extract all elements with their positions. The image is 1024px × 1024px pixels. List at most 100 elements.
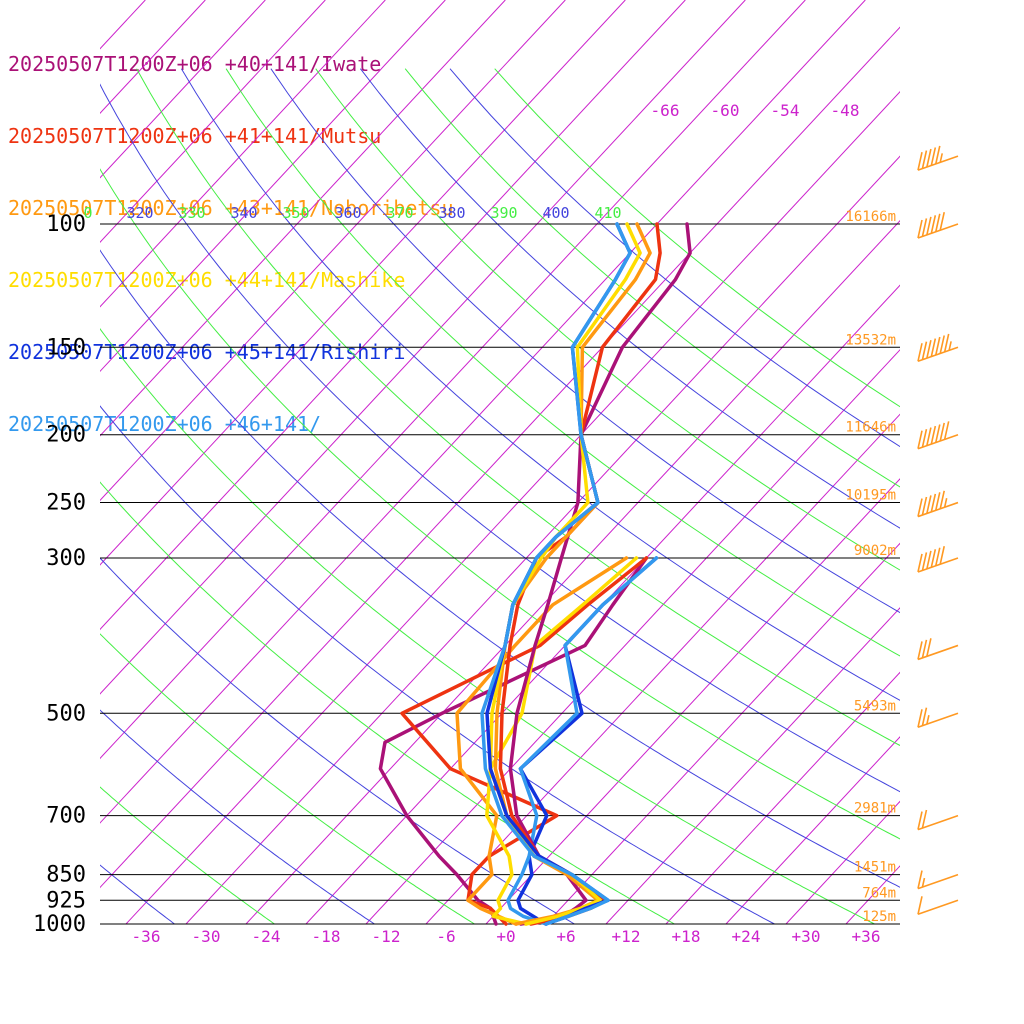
wind-barb-flag xyxy=(934,336,941,356)
wind-barb-flag xyxy=(930,215,937,234)
x-tick-label: +12 xyxy=(612,927,641,946)
theta-label: 400 xyxy=(542,204,569,222)
x-tick-label: +24 xyxy=(732,927,761,946)
isotherm-line xyxy=(0,0,25,924)
pressure-label: 100 xyxy=(46,212,86,237)
pressure-label: 500 xyxy=(46,701,86,726)
wind-barb xyxy=(917,490,959,518)
dry-adiabat-line xyxy=(100,557,575,924)
dry-adiabat-line xyxy=(100,249,900,888)
x-tick-label: -30 xyxy=(192,927,221,946)
dewpoint-line xyxy=(400,556,649,926)
wind-barb-flag xyxy=(917,553,923,573)
wind-barb-flag xyxy=(917,896,923,915)
upper-temp-label: -48 xyxy=(831,101,860,120)
isotherm-line xyxy=(100,0,206,114)
wind-barb xyxy=(917,870,959,890)
isotherm-line xyxy=(100,0,746,695)
wind-barb-flag xyxy=(930,147,937,166)
dry-adiabat-line xyxy=(136,68,900,747)
dry-adiabat-line xyxy=(225,68,900,657)
wind-barb-flag xyxy=(921,809,928,829)
legend-entry-iwate: 20250507T1200Z+06 +40+141/Iwate xyxy=(8,52,382,76)
wind-barb-half-flag xyxy=(921,877,926,888)
wind-barb-flag xyxy=(939,335,946,354)
isotherm-line xyxy=(100,0,146,50)
wind-barb-staff xyxy=(917,644,959,661)
wind-barb-flag xyxy=(917,430,923,449)
wind-barb-staff xyxy=(917,557,959,573)
x-tick-label: -18 xyxy=(312,927,341,946)
dry-adiabat-line xyxy=(360,68,900,529)
wind-barb-flag xyxy=(921,341,928,360)
height-label: 1451m xyxy=(854,860,896,876)
wind-barb-flag xyxy=(921,552,928,571)
dry-adiabat-line xyxy=(315,68,900,571)
isotherm-line xyxy=(785,800,900,924)
pressure-label: 925 xyxy=(46,888,86,913)
dewpoint-line xyxy=(485,556,639,926)
wind-barb-flag xyxy=(939,546,946,565)
wind-barb-flag xyxy=(926,339,932,359)
dry-adiabat-line xyxy=(404,68,900,488)
isotherm-line xyxy=(966,0,1024,924)
height-label: 11646m xyxy=(845,420,896,436)
wind-barb-flag xyxy=(930,338,937,357)
dewpoint-line xyxy=(516,556,659,926)
theta-label: 0 xyxy=(83,204,92,222)
isotherm-line xyxy=(845,865,900,924)
wind-barb-flag xyxy=(926,495,932,514)
temperature-line xyxy=(480,222,632,926)
dry-adiabat-line xyxy=(180,68,900,701)
wind-barb-staff xyxy=(917,814,959,831)
upper-temp-label: -54 xyxy=(771,101,800,120)
isotherm-line xyxy=(100,0,326,244)
dewpoint-line xyxy=(506,556,659,926)
wind-barb xyxy=(917,809,959,831)
x-tick-label: +36 xyxy=(852,927,881,946)
wind-barb xyxy=(917,638,959,661)
wind-barb-flag xyxy=(921,218,928,237)
x-tick-label: +18 xyxy=(672,927,701,946)
x-tick-label: -12 xyxy=(372,927,401,946)
wind-barb-flag xyxy=(934,424,941,443)
dry-adiabat-line xyxy=(100,633,475,924)
wind-barb-flag xyxy=(934,145,941,165)
theta-label: 360 xyxy=(334,204,361,222)
height-label: 16166m xyxy=(845,209,896,225)
theta-label: 380 xyxy=(438,204,465,222)
wind-barb-staff xyxy=(917,873,959,890)
wind-barb xyxy=(917,145,959,171)
wind-barb-flag xyxy=(917,870,923,889)
wind-barb-staff xyxy=(917,433,959,450)
isotherm-line xyxy=(185,155,900,924)
isotherm-line xyxy=(100,0,626,566)
upper-temp-label: -60 xyxy=(711,101,740,120)
pressure-label: 250 xyxy=(46,491,86,516)
isotherm-line xyxy=(100,0,446,373)
dry-adiabat-line xyxy=(100,83,900,793)
wind-barb-flag xyxy=(939,212,946,231)
wind-barb xyxy=(917,707,959,729)
isotherm-line xyxy=(485,478,900,924)
wind-barb-flag xyxy=(939,422,946,442)
x-tick-label: +30 xyxy=(792,927,821,946)
wind-barb xyxy=(917,546,959,573)
wind-barb-flag xyxy=(917,219,923,239)
wind-barb-flag xyxy=(921,150,928,169)
pressure-label: 200 xyxy=(46,423,86,448)
x-tick-label: +0 xyxy=(496,927,515,946)
x-tick-label: -24 xyxy=(252,927,281,946)
wind-barb xyxy=(917,212,959,239)
wind-barb-staff xyxy=(917,346,959,363)
isotherm-line xyxy=(665,671,900,924)
wind-barb-flag xyxy=(921,639,928,659)
temperature-line xyxy=(508,222,692,926)
dry-adiabat-line xyxy=(100,405,775,924)
wind-barb-staff xyxy=(917,223,959,239)
wind-barb-flag xyxy=(921,707,928,726)
isotherm-line xyxy=(100,0,686,631)
wind-barb-flag xyxy=(934,492,941,511)
theta-label: 320 xyxy=(126,204,153,222)
wind-barb-flag xyxy=(917,641,923,660)
